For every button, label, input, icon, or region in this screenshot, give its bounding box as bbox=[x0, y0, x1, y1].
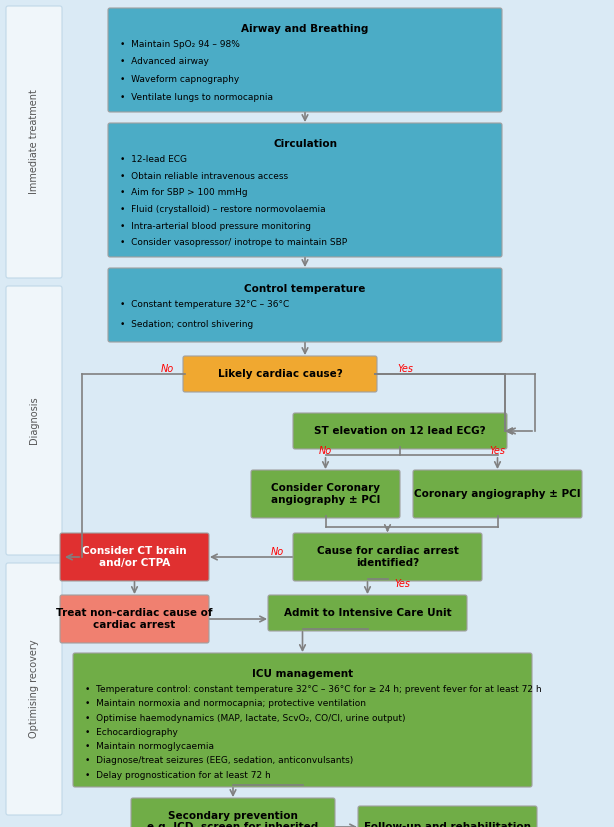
Text: Admit to Intensive Care Unit: Admit to Intensive Care Unit bbox=[284, 608, 451, 618]
Text: •  Maintain normoglycaemia: • Maintain normoglycaemia bbox=[85, 742, 214, 751]
FancyBboxPatch shape bbox=[108, 268, 502, 342]
Text: •  Waveform capnography: • Waveform capnography bbox=[120, 75, 239, 84]
Text: •  Aim for SBP > 100 mmHg: • Aim for SBP > 100 mmHg bbox=[120, 189, 247, 198]
Text: •  Ventilate lungs to normocapnia: • Ventilate lungs to normocapnia bbox=[120, 93, 273, 102]
FancyBboxPatch shape bbox=[6, 286, 62, 555]
FancyBboxPatch shape bbox=[108, 123, 502, 257]
FancyBboxPatch shape bbox=[60, 595, 209, 643]
Text: •  Intra-arterial blood pressure monitoring: • Intra-arterial blood pressure monitori… bbox=[120, 222, 311, 231]
Text: Treat non-cardiac cause of
cardiac arrest: Treat non-cardiac cause of cardiac arres… bbox=[56, 608, 212, 630]
Text: ST elevation on 12 lead ECG?: ST elevation on 12 lead ECG? bbox=[314, 426, 486, 436]
Text: Circulation: Circulation bbox=[273, 139, 337, 149]
FancyBboxPatch shape bbox=[6, 563, 62, 815]
Text: •  Fluid (crystalloid) – restore normovolaemia: • Fluid (crystalloid) – restore normovol… bbox=[120, 205, 325, 214]
Text: Consider CT brain
and/or CTPA: Consider CT brain and/or CTPA bbox=[82, 546, 187, 568]
Text: No: No bbox=[319, 446, 332, 456]
Text: Consider Coronary
angiography ± PCI: Consider Coronary angiography ± PCI bbox=[271, 483, 380, 504]
Text: Yes: Yes bbox=[397, 364, 413, 374]
Text: Likely cardiac cause?: Likely cardiac cause? bbox=[217, 369, 343, 379]
Text: Cause for cardiac arrest
identified?: Cause for cardiac arrest identified? bbox=[317, 546, 459, 568]
Text: •  Delay prognostication for at least 72 h: • Delay prognostication for at least 72 … bbox=[85, 771, 271, 780]
FancyBboxPatch shape bbox=[60, 533, 209, 581]
Text: •  Constant temperature 32°C – 36°C: • Constant temperature 32°C – 36°C bbox=[120, 300, 289, 309]
Text: •  Maintain SpO₂ 94 – 98%: • Maintain SpO₂ 94 – 98% bbox=[120, 40, 240, 49]
Text: Secondary prevention
e.g. ICD, screen for inherited
disorders, risk factor manag: Secondary prevention e.g. ICD, screen fo… bbox=[130, 811, 336, 827]
FancyBboxPatch shape bbox=[293, 533, 482, 581]
Text: ICU management: ICU management bbox=[252, 669, 353, 679]
Text: Airway and Breathing: Airway and Breathing bbox=[241, 24, 368, 34]
FancyBboxPatch shape bbox=[183, 356, 377, 392]
FancyBboxPatch shape bbox=[131, 798, 335, 827]
Text: Control temperature: Control temperature bbox=[244, 284, 366, 294]
FancyBboxPatch shape bbox=[73, 653, 532, 787]
Text: •  Consider vasopressor/ inotrope to maintain SBP: • Consider vasopressor/ inotrope to main… bbox=[120, 238, 347, 247]
Text: Diagnosis: Diagnosis bbox=[29, 397, 39, 444]
FancyBboxPatch shape bbox=[358, 806, 537, 827]
Text: •  Advanced airway: • Advanced airway bbox=[120, 58, 209, 66]
Text: •  Sedation; control shivering: • Sedation; control shivering bbox=[120, 320, 253, 329]
FancyBboxPatch shape bbox=[293, 413, 507, 449]
Text: Optimising recovery: Optimising recovery bbox=[29, 640, 39, 739]
FancyBboxPatch shape bbox=[251, 470, 400, 518]
FancyBboxPatch shape bbox=[413, 470, 582, 518]
Text: No: No bbox=[270, 547, 284, 557]
Text: •  Maintain normoxia and normocapnia; protective ventilation: • Maintain normoxia and normocapnia; pro… bbox=[85, 700, 366, 708]
Text: •  Echocardiography: • Echocardiography bbox=[85, 728, 178, 737]
Text: •  12-lead ECG: • 12-lead ECG bbox=[120, 155, 187, 164]
Text: •  Temperature control: constant temperature 32°C – 36°C for ≥ 24 h; prevent fev: • Temperature control: constant temperat… bbox=[85, 685, 542, 694]
Text: Yes: Yes bbox=[395, 579, 411, 589]
Text: •  Diagnose/treat seizures (EEG, sedation, anticonvulsants): • Diagnose/treat seizures (EEG, sedation… bbox=[85, 757, 353, 766]
FancyBboxPatch shape bbox=[6, 6, 62, 278]
Text: Follow-up and rehabilitation: Follow-up and rehabilitation bbox=[364, 822, 531, 827]
Text: Coronary angiography ± PCI: Coronary angiography ± PCI bbox=[414, 489, 581, 499]
Text: Immediate treatment: Immediate treatment bbox=[29, 89, 39, 194]
Text: •  Optimise haemodynamics (MAP, lactate, ScvO₂, CO/CI, urine output): • Optimise haemodynamics (MAP, lactate, … bbox=[85, 714, 405, 723]
Text: No: No bbox=[160, 364, 174, 374]
FancyBboxPatch shape bbox=[108, 8, 502, 112]
Text: Yes: Yes bbox=[489, 446, 505, 456]
Text: •  Obtain reliable intravenous access: • Obtain reliable intravenous access bbox=[120, 172, 288, 180]
FancyBboxPatch shape bbox=[268, 595, 467, 631]
